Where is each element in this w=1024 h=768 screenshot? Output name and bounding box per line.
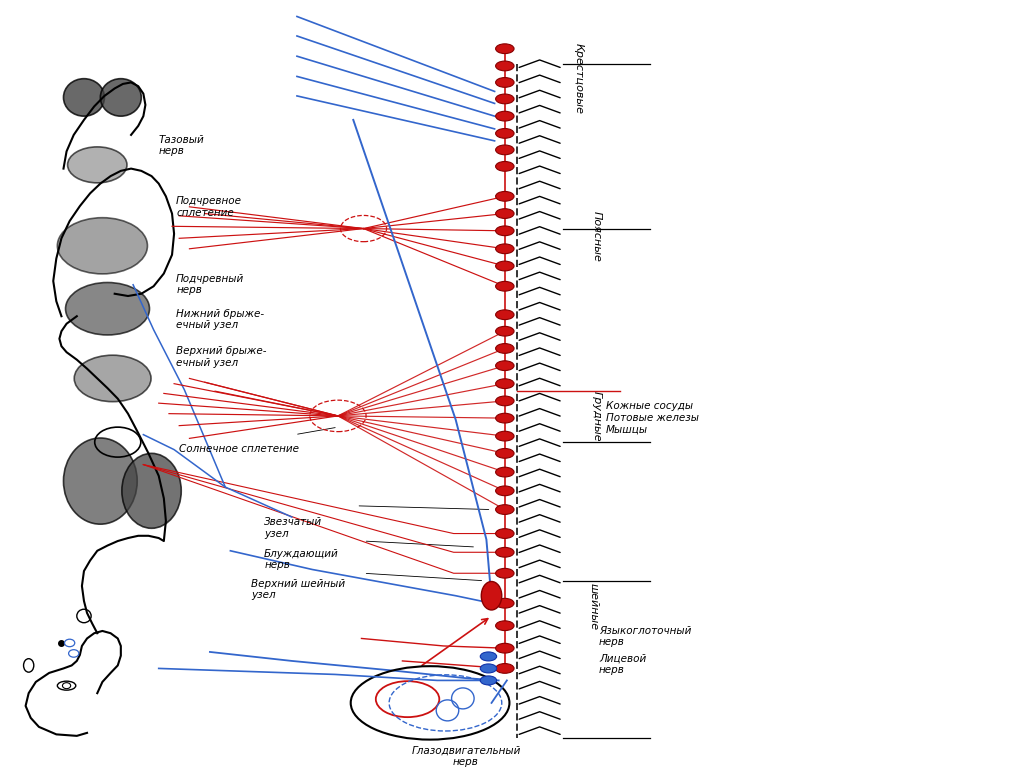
Text: Звезчатый
узел: Звезчатый узел xyxy=(264,517,323,538)
Ellipse shape xyxy=(496,361,514,370)
Ellipse shape xyxy=(496,44,514,54)
Ellipse shape xyxy=(496,413,514,423)
Ellipse shape xyxy=(75,355,152,402)
Text: Крестцовые: Крестцовые xyxy=(573,43,584,114)
Ellipse shape xyxy=(496,505,514,515)
Ellipse shape xyxy=(496,161,514,171)
Ellipse shape xyxy=(496,644,514,653)
Text: Языкоглоточный
нерв: Языкоглоточный нерв xyxy=(599,626,691,647)
Ellipse shape xyxy=(496,396,514,406)
Ellipse shape xyxy=(496,548,514,557)
Ellipse shape xyxy=(481,581,502,610)
Text: Блуждающий
нерв: Блуждающий нерв xyxy=(264,548,339,570)
Ellipse shape xyxy=(496,467,514,477)
Ellipse shape xyxy=(496,94,514,104)
Ellipse shape xyxy=(480,652,497,661)
Text: Кожные сосуды
Потовые железы
Мышцы: Кожные сосуды Потовые железы Мышцы xyxy=(606,401,699,434)
Text: Верхний брыже-
ечный узел: Верхний брыже- ечный узел xyxy=(176,346,266,368)
Ellipse shape xyxy=(496,191,514,201)
Ellipse shape xyxy=(496,568,514,578)
Ellipse shape xyxy=(496,244,514,253)
Ellipse shape xyxy=(496,111,514,121)
Ellipse shape xyxy=(496,145,514,154)
Text: Лицевой
нерв: Лицевой нерв xyxy=(599,654,646,675)
Ellipse shape xyxy=(496,261,514,271)
Ellipse shape xyxy=(496,281,514,291)
Ellipse shape xyxy=(496,226,514,236)
Ellipse shape xyxy=(57,217,147,274)
Text: Глазодвигательный
нерв: Глазодвигательный нерв xyxy=(412,746,520,767)
Ellipse shape xyxy=(496,78,514,88)
Ellipse shape xyxy=(496,449,514,458)
Ellipse shape xyxy=(68,147,127,183)
Ellipse shape xyxy=(496,486,514,495)
Ellipse shape xyxy=(496,343,514,353)
Ellipse shape xyxy=(63,78,104,116)
Ellipse shape xyxy=(100,78,141,116)
Ellipse shape xyxy=(496,310,514,319)
Ellipse shape xyxy=(63,438,137,525)
Text: Подчревный
нерв: Подчревный нерв xyxy=(176,273,245,295)
Ellipse shape xyxy=(496,528,514,538)
Text: Верхний шейный
узел: Верхний шейный узел xyxy=(251,578,345,600)
Ellipse shape xyxy=(122,453,181,528)
Text: Тазовый
нерв: Тазовый нерв xyxy=(159,135,205,157)
Ellipse shape xyxy=(496,664,514,674)
Text: Нижний брыже-
ечный узел: Нижний брыже- ечный узел xyxy=(176,309,264,330)
Ellipse shape xyxy=(496,61,514,71)
Ellipse shape xyxy=(480,676,497,685)
Text: Подчревное
сплетение: Подчревное сплетение xyxy=(176,197,242,218)
Ellipse shape xyxy=(66,283,150,335)
Ellipse shape xyxy=(496,621,514,631)
Ellipse shape xyxy=(496,209,514,218)
Ellipse shape xyxy=(496,432,514,441)
Text: Поясные: Поясные xyxy=(592,210,602,261)
Ellipse shape xyxy=(480,664,497,673)
Text: шейные: шейные xyxy=(589,584,599,631)
Ellipse shape xyxy=(496,598,514,608)
Ellipse shape xyxy=(496,128,514,138)
Text: Грудные: Грудные xyxy=(592,391,602,441)
Ellipse shape xyxy=(496,326,514,336)
Ellipse shape xyxy=(496,379,514,389)
Text: Солнечное сплетение: Солнечное сплетение xyxy=(179,444,299,454)
